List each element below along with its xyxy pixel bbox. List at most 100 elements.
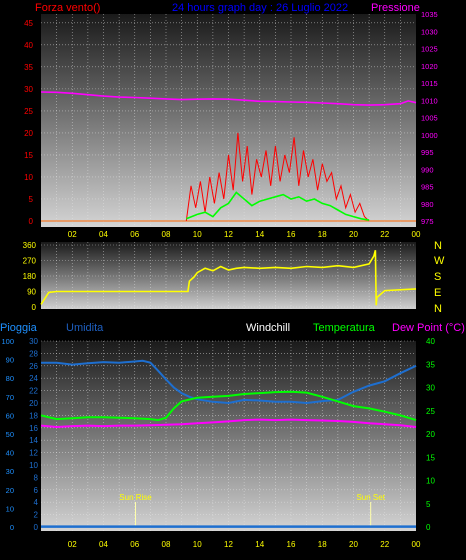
wind-tick-label: 0 [29,217,34,226]
temperature-tick-label: 20 [426,430,435,439]
temperature-tick-label: 5 [426,500,431,509]
temperature-label: Temperatura [313,322,376,334]
x-tick-label: 04 [99,230,108,239]
wind-panel-bg [41,14,416,227]
humidity-tick-label: 16 [29,424,38,433]
rain-tick-label: 50 [6,430,14,439]
direction-tick-label: 180 [23,272,37,281]
wind-tick-label: 5 [29,195,34,204]
x-tick-label: 12 [224,230,233,239]
x-tick-label: 12 [224,540,233,549]
x-tick-label: 18 [318,540,327,549]
x-tick-label: 08 [162,230,171,239]
humidity-axis-label: Umidita [66,322,104,334]
humidity-tick-label: 6 [34,486,39,495]
x-tick-label: 00 [412,230,421,239]
x-tick-label: 00 [412,540,421,549]
humidity-tick-label: 24 [29,374,38,383]
compass-label: N [434,240,442,252]
chart-title: 24 hours graph day : 26 Luglio 2022 [172,2,348,14]
humidity-tick-label: 4 [34,498,39,507]
humidity-tick-label: 0 [34,523,39,532]
x-tick-label: 16 [287,540,296,549]
rain-tick-label: 80 [6,374,14,383]
wind-tick-label: 25 [24,107,33,116]
compass-label: N [434,303,442,315]
rain-tick-label: 100 [1,337,14,346]
wind-tick-label: 40 [24,41,33,50]
wind-tick-label: 30 [24,85,33,94]
temperature-tick-label: 10 [426,477,435,486]
humidity-tick-label: 12 [29,449,38,458]
wind-axis-label: Forza vento() [35,2,100,14]
temperature-tick-label: 0 [426,523,431,532]
dewpoint-label: Dew Point (°C) [392,322,465,334]
rain-tick-label: 20 [6,486,14,495]
x-tick-label: 08 [162,540,171,549]
pressure-tick-label: 1025 [421,45,438,54]
x-tick-label: 16 [287,230,296,239]
x-tick-label: 20 [349,230,358,239]
x-tick-label: 20 [349,540,358,549]
x-tick-label: 04 [99,540,108,549]
humidity-tick-label: 2 [34,511,39,520]
pressure-tick-label: 995 [421,148,434,157]
wind-tick-label: 10 [24,173,33,182]
humidity-tick-label: 22 [29,387,38,396]
rain-tick-label: 90 [6,356,14,365]
humidity-tick-label: 8 [34,473,39,482]
direction-tick-label: 360 [23,241,37,250]
rain-tick-label: 30 [6,467,14,476]
direction-tick-label: 270 [23,257,37,266]
pressure-tick-label: 975 [421,217,434,226]
x-tick-label: 02 [68,540,77,549]
compass-label: W [434,255,445,267]
temperature-tick-label: 25 [426,407,435,416]
pressure-tick-label: 1005 [421,114,438,123]
pressure-tick-label: 1020 [421,62,438,71]
humidity-tick-label: 26 [29,362,38,371]
x-tick-label: 06 [130,230,139,239]
wind-tick-label: 20 [24,129,33,138]
pressure-tick-label: 980 [421,200,434,209]
pressure-tick-label: 985 [421,183,434,192]
direction-tick-label: 0 [32,303,37,312]
windchill-label: Windchill [246,322,290,334]
x-tick-label: 02 [68,230,77,239]
temperature-tick-label: 15 [426,453,435,462]
humidity-tick-label: 14 [29,436,38,445]
direction-tick-label: 90 [27,288,36,297]
pressure-axis-label: Pressione [371,2,420,14]
compass-label: S [434,271,441,283]
pressure-tick-label: 990 [421,165,434,174]
x-tick-label: 10 [193,540,202,549]
humidity-tick-label: 20 [29,399,38,408]
sun-annotation-label: Sun Rise [119,493,152,502]
humidity-tick-label: 28 [29,349,38,358]
humidity-tick-label: 18 [29,411,38,420]
rain-tick-label: 70 [6,393,14,402]
temperature-tick-label: 40 [426,337,435,346]
wind-tick-label: 45 [24,19,33,28]
rain-tick-label: 40 [6,449,14,458]
x-tick-label: 14 [255,540,264,549]
temperature-tick-label: 30 [426,384,435,393]
humidity-tick-label: 30 [29,337,38,346]
pressure-tick-label: 1035 [421,10,438,19]
x-tick-label: 18 [318,230,327,239]
x-tick-label: 06 [130,540,139,549]
wind-tick-label: 35 [24,63,33,72]
x-tick-label: 22 [380,230,389,239]
x-tick-label: 10 [193,230,202,239]
rain-tick-label: 10 [6,504,14,513]
rain-tick-label: 0 [10,523,14,532]
pressure-tick-label: 1000 [421,131,438,140]
rain-axis-label: Pioggia [0,322,38,334]
x-tick-label: 14 [255,230,264,239]
wind-tick-label: 15 [24,151,33,160]
sun-annotation-label: Sun Set [356,493,385,502]
x-tick-label: 22 [380,540,389,549]
pressure-tick-label: 1015 [421,79,438,88]
